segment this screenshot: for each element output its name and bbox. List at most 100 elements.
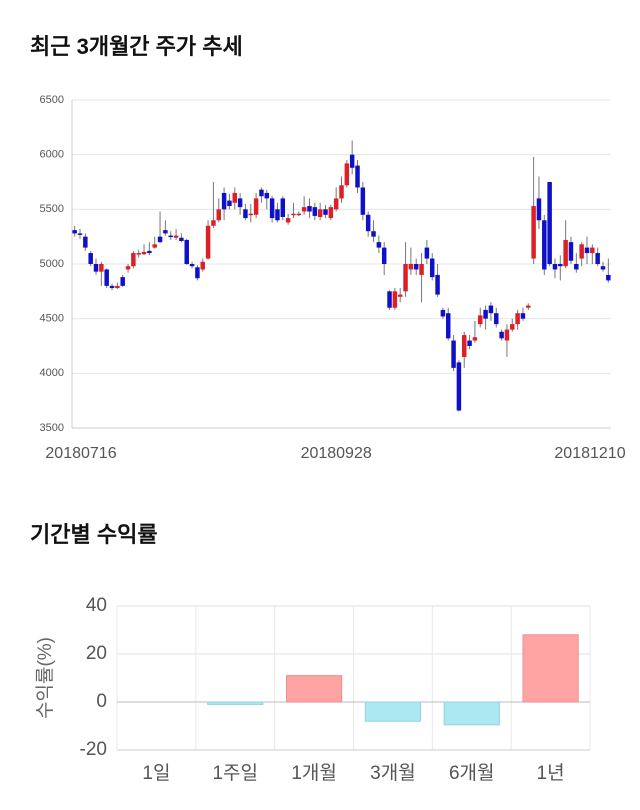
candle-body [211,220,216,226]
candle-body [333,198,339,210]
candle-body [344,163,350,186]
candle-body [248,213,254,216]
candle-body [152,244,157,248]
candle-body [584,247,590,254]
candle-body [291,213,296,216]
candle-body [205,225,211,259]
candle-body [243,209,248,219]
candle-body [131,253,136,267]
candle-body [478,315,483,325]
candle-body [195,267,200,279]
y-tick-label: 6000 [40,149,64,161]
candle-body [483,309,488,319]
candle-body [221,192,227,210]
candle-body [355,165,360,188]
candle-body [157,236,163,243]
candle-body [510,324,515,330]
candle-body [440,309,446,317]
y-tick-label: -20 [80,739,107,760]
candle-body [360,187,366,215]
candle-body [595,253,600,264]
candle-body [168,235,173,238]
candle-body [301,207,307,212]
candle-body [600,266,606,270]
candle-body [93,264,99,272]
candle-body [216,209,221,221]
candle-body [419,264,424,275]
candle-body [445,313,451,339]
candle-body [328,207,334,219]
candle-body [232,192,238,203]
candle-body [429,258,435,278]
bar [522,634,579,703]
candle-body [365,214,371,232]
x-tick-label: 20180716 [45,445,116,462]
y-tick-label: 5500 [40,203,64,215]
candle-body [104,269,109,286]
y-tick-label: 3500 [40,422,64,434]
candle-body [381,247,387,264]
candle-body [179,237,184,242]
candle-body [504,329,510,341]
candle-body [77,233,83,235]
x-tick-label: 1개월 [291,762,337,784]
candle-body [285,218,291,223]
candle-body [515,313,520,325]
candle-body [371,231,376,237]
y-tick-label: 5000 [40,258,64,270]
bar [285,675,343,703]
candle-body [259,189,264,197]
candle-body [392,291,398,308]
candle-body [184,239,189,264]
candle-body [387,291,392,308]
candle-body [579,244,584,259]
candle-body [83,236,88,248]
candle-body [323,209,328,215]
candle-body [397,294,403,297]
candle-body [136,253,141,255]
candle-body [269,198,275,219]
candle-body [88,253,93,264]
candle-body [120,277,125,286]
y-axis-label: 수익률(%) [34,637,56,719]
candle-body [189,264,195,267]
x-tick-label: 3개월 [370,762,416,784]
candle-body [317,209,323,217]
candle-body [237,198,243,208]
candle-body [456,362,462,411]
candle-body [200,261,205,270]
y-tick-label: 4000 [40,367,64,379]
candle-body [574,264,579,270]
candle-body [462,335,467,357]
candle-body [568,242,574,261]
y-tick-label: 40 [86,595,107,616]
x-tick-label: 1년 [537,762,565,784]
candle-body [563,239,568,267]
candle-body [163,230,168,234]
candle-body [115,285,120,289]
candle-body [494,313,499,325]
candle-body [413,264,419,270]
bar [443,701,500,726]
x-tick-label: 1주일 [212,762,258,784]
candle-body [280,198,286,217]
candle-body [296,213,302,216]
candle-body [451,340,456,368]
candle-body [307,206,312,212]
candle-body [227,200,232,207]
candle-body [424,247,430,259]
chart-title: 최근 3개월간 주가 추세 [30,34,243,59]
candle-body [435,274,440,295]
candle-body [376,242,382,248]
candle-body [312,207,318,216]
candle-body [547,182,552,264]
candle-body [531,206,536,259]
candle-body [606,274,611,281]
candle-body [590,247,595,254]
candle-body [349,154,355,168]
candle-body [109,285,115,289]
candle-body [173,235,179,238]
x-tick-label: 20180928 [301,445,372,462]
